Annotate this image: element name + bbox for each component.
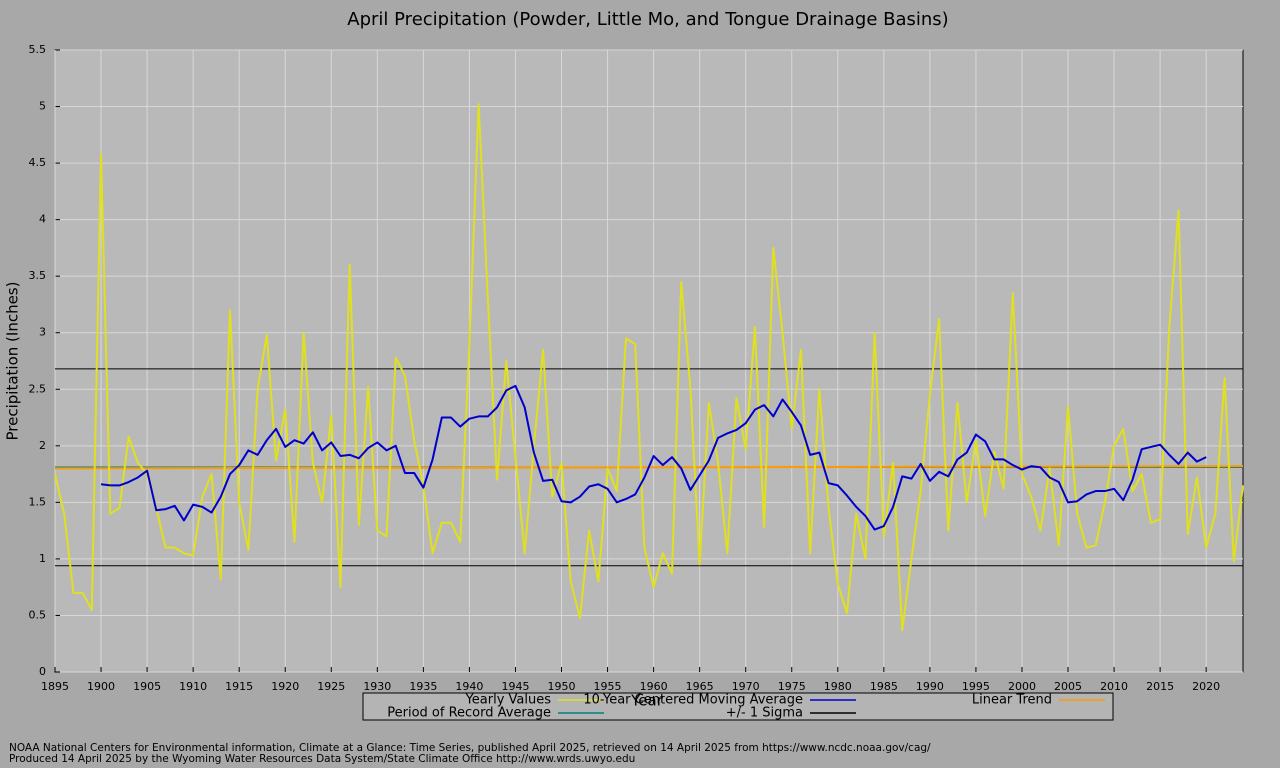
y-tick-label: 3.5 — [29, 269, 47, 282]
x-tick-label: 1905 — [133, 680, 161, 693]
x-tick-label: 2010 — [1100, 680, 1128, 693]
x-tick-label: 1985 — [870, 680, 898, 693]
series-line — [100, 384, 1207, 531]
x-tick-label: 1930 — [363, 680, 391, 693]
chart-title: April Precipitation (Powder, Little Mo, … — [347, 9, 948, 30]
y-tick-label: 5 — [39, 100, 46, 113]
y-axis-label: Precipitation (Inches) — [4, 282, 22, 441]
x-tick-label: 1955 — [594, 680, 622, 693]
y-tick-label: 1.5 — [29, 495, 47, 508]
x-tick-label: 2020 — [1192, 680, 1220, 693]
x-tick-label: 1990 — [916, 680, 944, 693]
y-tick-label: 0 — [39, 665, 46, 678]
y-tick-label: 5.5 — [29, 43, 47, 56]
y-tick-label: 2 — [39, 439, 46, 452]
y-tick-label: 4 — [39, 213, 46, 226]
y-tick-label: 3 — [39, 326, 46, 339]
x-tick-label: 2000 — [1008, 680, 1036, 693]
x-tick-label: 1970 — [732, 680, 760, 693]
legend-label: +/- 1 Sigma — [726, 706, 803, 721]
x-tick-label: 1910 — [179, 680, 207, 693]
x-tick-label: 1945 — [501, 680, 529, 693]
x-tick-label: 1960 — [640, 680, 668, 693]
x-tick-label: 1925 — [317, 680, 345, 693]
x-tick-label: 2005 — [1054, 680, 1082, 693]
series-line — [54, 103, 1244, 632]
x-tick-label: 1895 — [41, 680, 69, 693]
x-tick-label: 1915 — [225, 680, 253, 693]
x-tick-label: 1975 — [778, 680, 806, 693]
legend-label: Period of Record Average — [387, 706, 551, 721]
x-tick-label: 1995 — [962, 680, 990, 693]
legend-label: Yearly Values — [465, 693, 552, 708]
legend-box — [362, 692, 1114, 721]
y-tick-label: 0.5 — [29, 608, 47, 621]
legend-label: 10-Year Centered Moving Average — [583, 693, 803, 708]
y-tick-label: 4.5 — [29, 156, 47, 169]
x-axis-label: Year — [630, 692, 664, 710]
x-tick-label: 1935 — [409, 680, 437, 693]
footer: NOAA National Centers for Environmental … — [9, 742, 931, 754]
legend-label: Linear Trend — [972, 693, 1052, 708]
x-tick-label: 1965 — [686, 680, 714, 693]
x-tick-label: 1920 — [271, 680, 299, 693]
x-tick-label: 1940 — [455, 680, 483, 693]
x-tick-label: 1900 — [87, 680, 115, 693]
x-tick-label: 2015 — [1146, 680, 1174, 693]
x-tick-label: 1980 — [824, 680, 852, 693]
x-tick-label: 1950 — [548, 680, 576, 693]
y-tick-label: 2.5 — [29, 382, 47, 395]
y-tick-label: 1 — [39, 552, 46, 565]
footer: Produced 14 April 2025 by the Wyoming Wa… — [9, 753, 635, 765]
